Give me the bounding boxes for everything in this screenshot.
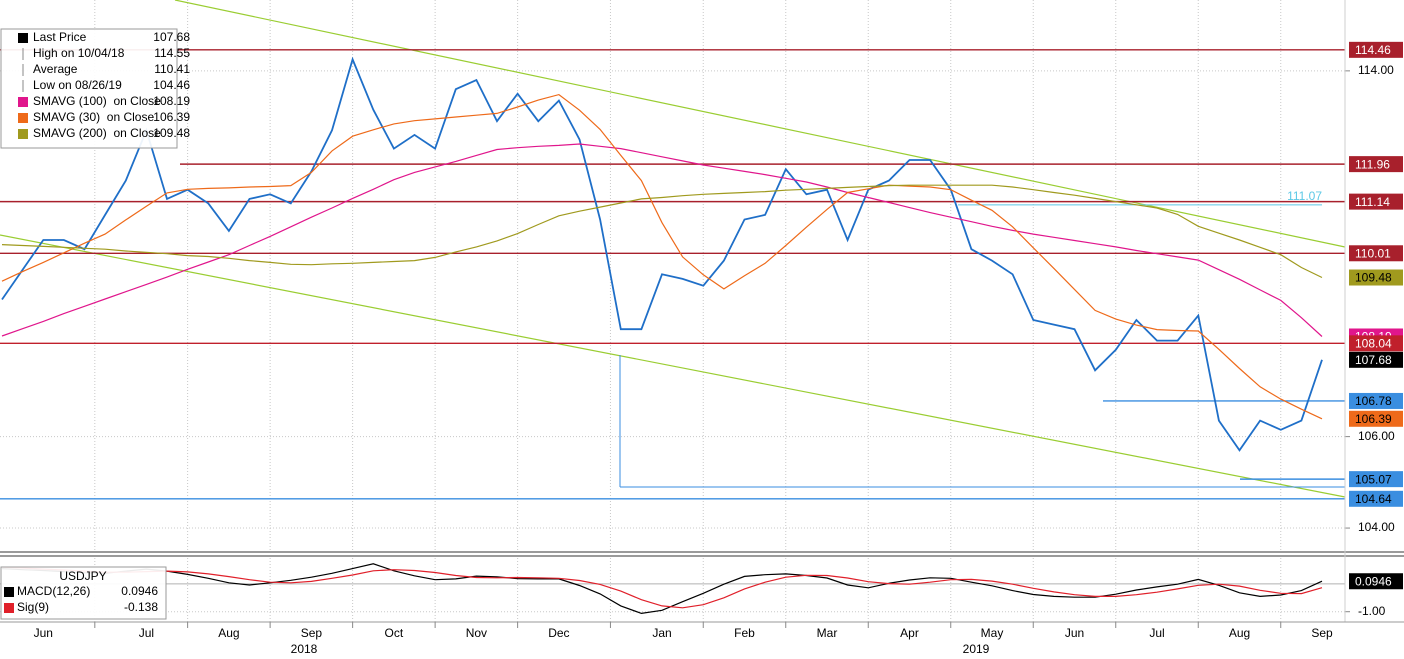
macd-legend: USDJPY MACD(12,26) 0.0946 Sig(9) -0.138 <box>0 566 167 620</box>
value-tag <box>1349 410 1403 427</box>
value-tag-label: 114.46 <box>1355 43 1391 57</box>
x-tick-label: May <box>981 626 1004 640</box>
series-line <box>1 56 1323 452</box>
value-tag <box>1349 156 1403 173</box>
value-tag-label: 106.39 <box>1355 412 1392 426</box>
x-tick-label: Jul <box>139 626 154 640</box>
legend-label: Average <box>33 62 78 76</box>
legend-value: 114.55 <box>154 46 190 60</box>
legend-swatch <box>18 97 28 107</box>
value-tag-label: 109.48 <box>1355 271 1392 285</box>
value-tag-label: 110.01 <box>1355 246 1391 260</box>
legend-label: SMAVG (200) on Close <box>33 126 161 140</box>
value-tag-label: 111.96 <box>1355 157 1390 171</box>
trend-line <box>0 234 1346 498</box>
x-axis: Jun Jul Aug Sep Oct Nov Dec Jan Feb Mar Apr May Jun J… <box>34 622 1333 656</box>
value-tag-label: 111.14 <box>1355 195 1390 209</box>
legend-value: 104.46 <box>153 78 190 92</box>
y-tick-label: 114.00 <box>1358 63 1394 77</box>
series-line <box>1 93 1323 420</box>
value-tag <box>1349 245 1403 262</box>
trend-line <box>174 0 1346 248</box>
value-tag <box>1349 573 1403 590</box>
legend-label: SMAVG (30) on Close <box>33 110 154 124</box>
x-tick-label: Jan <box>652 626 671 640</box>
x-tick-label: Mar <box>817 626 838 640</box>
x-tick-label: Feb <box>734 626 755 640</box>
legend-label: High on 10/04/18 <box>33 46 125 60</box>
legend-box <box>0 566 167 620</box>
tags: 114.46111.96111.14110.01109.48108.19108.… <box>1349 41 1403 590</box>
x-tick-label: Aug <box>1229 626 1250 640</box>
value-tag <box>1349 490 1403 507</box>
value-tag <box>1349 41 1403 58</box>
x-tick-label: Dec <box>548 626 569 640</box>
legend-label: Low on 08/26/19 <box>33 78 122 92</box>
series-line <box>1 566 1323 609</box>
x-tick-label: Aug <box>218 626 239 640</box>
macd-title: USDJPY <box>59 569 106 583</box>
legend-label: SMAVG (100) on Close <box>33 94 161 108</box>
value-tag <box>1349 351 1403 368</box>
x-group-label: 2018 <box>291 642 318 656</box>
value-tag <box>1349 392 1403 409</box>
value-tag <box>1349 269 1403 286</box>
x-tick-label: Sep <box>1311 626 1333 640</box>
value-tag-label: 0.0946 <box>1355 574 1392 588</box>
legend-value: -0.138 <box>124 600 158 614</box>
legend-value: 106.39 <box>153 110 190 124</box>
legend-swatch <box>18 129 28 139</box>
legend-swatch <box>18 33 28 43</box>
legend-value: 109.48 <box>153 126 190 140</box>
x-tick-label: Jun <box>34 626 53 640</box>
grid: 104.00 106.00 114.00 -1.00 <box>0 0 1395 622</box>
legend-label: MACD(12,26) <box>17 584 90 598</box>
legend-label: Last Price <box>33 30 87 44</box>
legend-swatch <box>4 587 14 597</box>
legend-box <box>0 28 178 149</box>
legend-value: 107.68 <box>153 30 190 44</box>
value-tag-label: 104.64 <box>1355 492 1392 506</box>
y-tick-label: 106.00 <box>1358 429 1395 443</box>
value-tag-label: 106.78 <box>1355 394 1392 408</box>
y-tick-label: 104.00 <box>1358 520 1395 534</box>
x-tick-label: Jul <box>1149 626 1164 640</box>
legend-label: Sig(9) <box>17 600 49 614</box>
value-tag <box>1349 193 1403 210</box>
x-tick-label: Oct <box>385 626 404 640</box>
value-tag-label: 107.68 <box>1355 353 1392 367</box>
legend-value: 0.0946 <box>121 584 158 598</box>
value-tag <box>1349 335 1403 352</box>
legend-value: 110.41 <box>154 62 190 76</box>
x-tick-label: Nov <box>466 626 487 640</box>
x-tick-label: Sep <box>301 626 323 640</box>
y-tick-label: -1.00 <box>1358 604 1386 618</box>
legend-value: 108.19 <box>153 94 190 108</box>
series-line <box>1 184 1323 279</box>
value-tag-label: 108.04 <box>1355 337 1392 351</box>
value-tag-label: 105.07 <box>1355 472 1392 486</box>
legend: Last Price 107.68 High on 10/04/18 114.55 Av… <box>0 28 190 149</box>
value-tag <box>1349 471 1403 488</box>
series <box>1 56 1323 615</box>
x-tick-label: Jun <box>1065 626 1084 640</box>
level-annotation: 111.07 <box>1287 189 1322 203</box>
legend-swatch <box>18 113 28 123</box>
x-tick-label: Apr <box>900 626 919 640</box>
x-group-label: 2019 <box>963 642 990 656</box>
legend-swatch <box>4 603 14 613</box>
